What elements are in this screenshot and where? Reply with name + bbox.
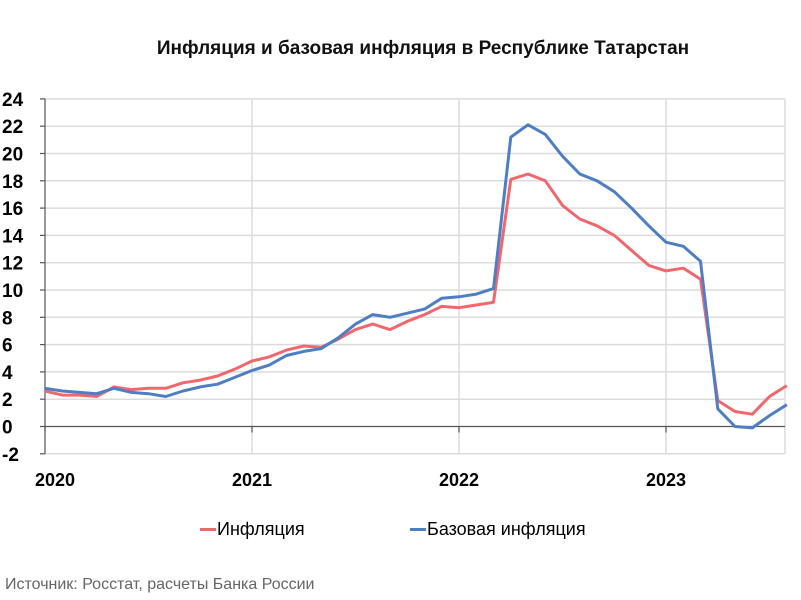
y-tick-label: 0 <box>2 418 13 439</box>
y-tick-label: 18 <box>2 172 23 193</box>
y-tick-label: 4 <box>2 363 13 384</box>
y-tick-label: 6 <box>2 336 13 357</box>
y-tick-label: 10 <box>2 281 23 302</box>
legend-item-core-inflation: Базовая инфляция <box>410 519 586 540</box>
chart-title: Инфляция и базовая инфляция в Республике… <box>156 38 690 59</box>
legend-label: Инфляция <box>217 519 305 539</box>
x-axis-ticks: 2020 2021 2022 2023 <box>35 470 686 490</box>
core-inflation-line <box>44 123 788 430</box>
y-tick-label: 16 <box>2 199 23 220</box>
legend-swatch-blue <box>410 528 426 531</box>
legend-item-inflation: Инфляция <box>200 519 305 540</box>
y-tick-label: 8 <box>2 308 13 329</box>
y-tick-label: 12 <box>2 254 23 275</box>
series-lines <box>44 123 788 430</box>
y-tick-label: 22 <box>2 117 23 138</box>
source-note: Источник: Росстат, расчеты Банка России <box>5 576 315 593</box>
y-tick-label: 24 <box>2 90 24 111</box>
inflation-line <box>44 172 788 416</box>
y-tick-label: 14 <box>2 226 24 247</box>
y-tick-label: 2 <box>2 390 13 411</box>
legend-swatch-red <box>200 528 216 531</box>
y-tick-label: -2 <box>2 445 19 466</box>
gridlines <box>45 98 786 455</box>
x-tick-label: 2022 <box>439 470 479 490</box>
y-tick-label: 20 <box>2 145 23 166</box>
x-tick-label: 2020 <box>35 470 75 490</box>
legend-label: Базовая инфляция <box>427 519 586 539</box>
axes <box>40 98 785 455</box>
x-tick-label: 2021 <box>232 470 272 490</box>
x-tick-label: 2023 <box>646 470 686 490</box>
